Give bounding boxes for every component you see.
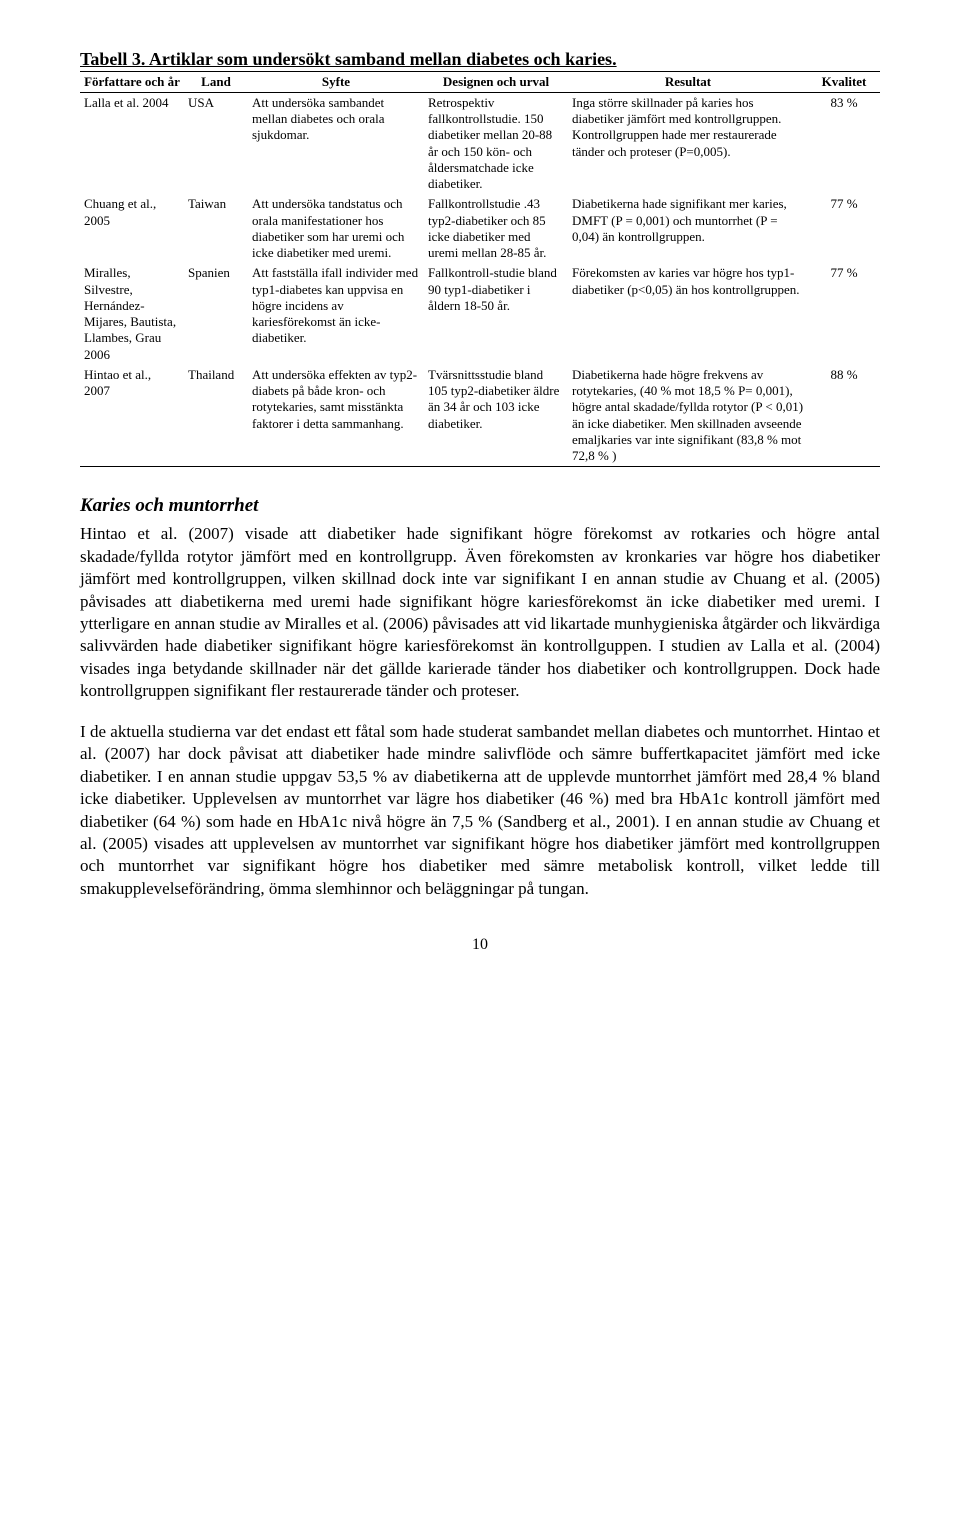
- cell-design: Retrospektiv fallkontrollstudie. 150 dia…: [424, 92, 568, 194]
- col-header-result: Resultat: [568, 71, 808, 92]
- table-row: Miralles, Silvestre, Hernández-Mijares, …: [80, 263, 880, 365]
- cell-author: Lalla et al. 2004: [80, 92, 184, 194]
- table-row: Lalla et al. 2004 USA Att undersöka samb…: [80, 92, 880, 194]
- articles-table: Författare och år Land Syfte Designen oc…: [80, 71, 880, 468]
- cell-result: Diabetikerna hade signifikant mer karies…: [568, 194, 808, 263]
- col-header-land: Land: [184, 71, 248, 92]
- col-header-author: Författare och år: [80, 71, 184, 92]
- cell-land: USA: [184, 92, 248, 194]
- page-number: 10: [80, 936, 880, 954]
- cell-land: Thailand: [184, 365, 248, 467]
- col-header-kvalitet: Kvalitet: [808, 71, 880, 92]
- cell-kvalitet: 83 %: [808, 92, 880, 194]
- cell-design: Fallkontroll-studie bland 90 typ1-diabet…: [424, 263, 568, 365]
- cell-kvalitet: 77 %: [808, 263, 880, 365]
- cell-syfte: Att undersöka sambandet mellan diabetes …: [248, 92, 424, 194]
- cell-design: Tvärsnittsstudie bland 105 typ2-diabetik…: [424, 365, 568, 467]
- cell-author: Miralles, Silvestre, Hernández-Mijares, …: [80, 263, 184, 365]
- cell-land: Taiwan: [184, 194, 248, 263]
- cell-result: Förekomsten av karies var högre hos typ1…: [568, 263, 808, 365]
- col-header-design: Designen och urval: [424, 71, 568, 92]
- paragraph-1: Hintao et al. (2007) visade att diabetik…: [80, 523, 880, 703]
- table-row: Hintao et al., 2007 Thailand Att undersö…: [80, 365, 880, 467]
- cell-result: Diabetikerna hade högre frekvens av roty…: [568, 365, 808, 467]
- section-heading: Karies och muntorrhet: [80, 495, 880, 517]
- paragraph-2: I de aktuella studierna var det endast e…: [80, 721, 880, 901]
- table-caption: Tabell 3. Artiklar som undersökt samband…: [80, 48, 880, 71]
- cell-kvalitet: 88 %: [808, 365, 880, 467]
- cell-kvalitet: 77 %: [808, 194, 880, 263]
- cell-syfte: Att undersöka tandstatus och orala manif…: [248, 194, 424, 263]
- col-header-syfte: Syfte: [248, 71, 424, 92]
- cell-syfte: Att undersöka effekten av typ2-diabets p…: [248, 365, 424, 467]
- cell-result: Inga större skillnader på karies hos dia…: [568, 92, 808, 194]
- cell-design: Fallkontrollstudie .43 typ2-diabetiker o…: [424, 194, 568, 263]
- cell-author: Chuang et al., 2005: [80, 194, 184, 263]
- page-container: Tabell 3. Artiklar som undersökt samband…: [0, 0, 960, 978]
- table-header-row: Författare och år Land Syfte Designen oc…: [80, 71, 880, 92]
- cell-land: Spanien: [184, 263, 248, 365]
- cell-author: Hintao et al., 2007: [80, 365, 184, 467]
- table-row: Chuang et al., 2005 Taiwan Att undersöka…: [80, 194, 880, 263]
- cell-syfte: Att fastställa ifall individer med typ1-…: [248, 263, 424, 365]
